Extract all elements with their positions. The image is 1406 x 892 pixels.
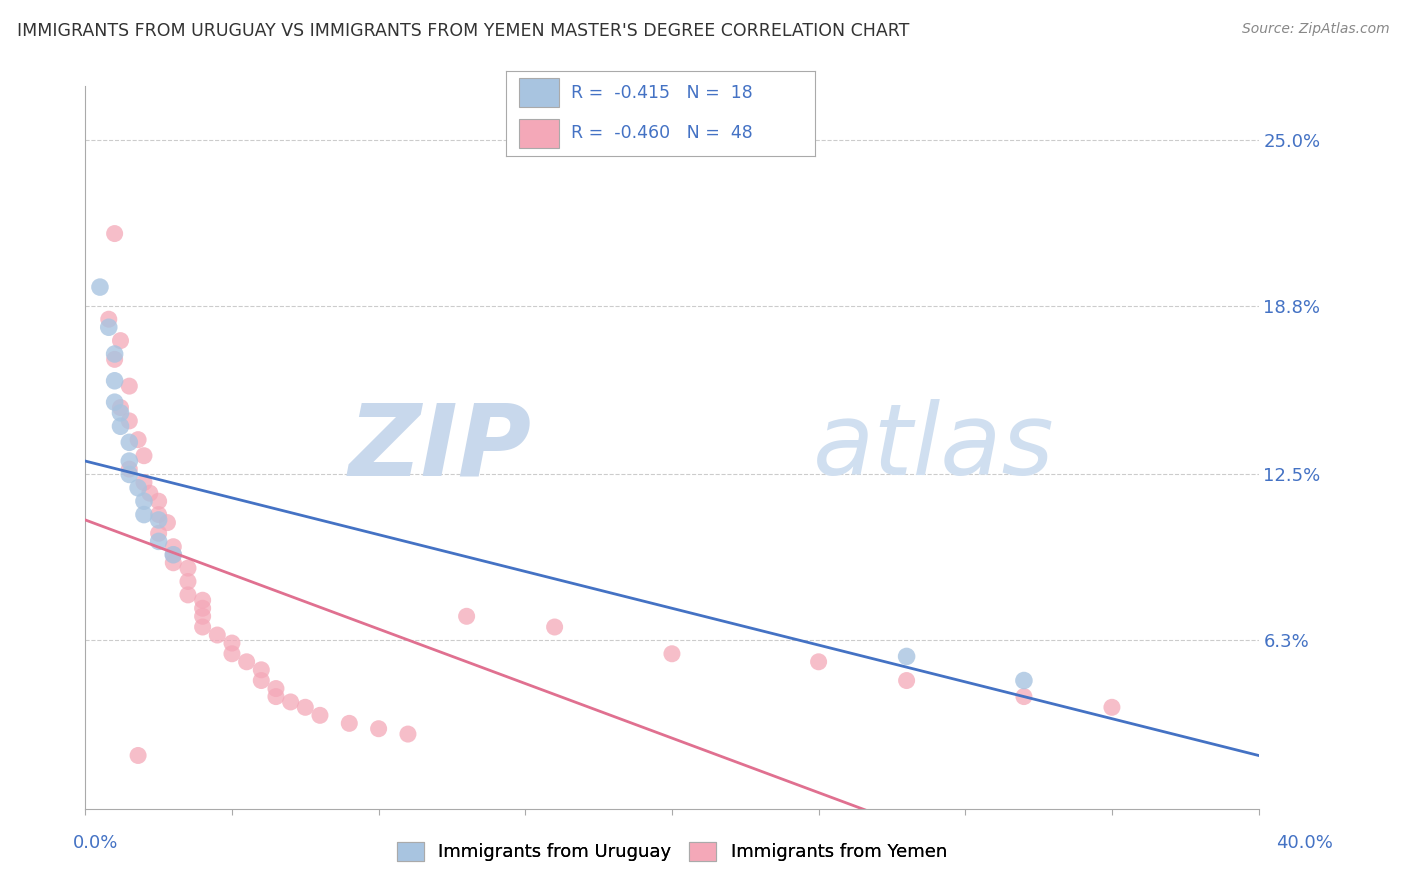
Point bbox=[294, 700, 316, 714]
Point bbox=[110, 401, 132, 415]
Point bbox=[132, 449, 155, 463]
Text: Source: ZipAtlas.com: Source: ZipAtlas.com bbox=[1241, 22, 1389, 37]
Point bbox=[132, 508, 155, 522]
Point bbox=[207, 628, 229, 642]
Point bbox=[367, 722, 389, 736]
Legend: Immigrants from Uruguay, Immigrants from Yemen: Immigrants from Uruguay, Immigrants from… bbox=[396, 842, 948, 862]
Point bbox=[177, 574, 200, 589]
Point bbox=[132, 475, 155, 490]
Text: ZIP: ZIP bbox=[349, 400, 531, 496]
Point bbox=[191, 593, 214, 607]
Point bbox=[162, 540, 184, 554]
Point bbox=[118, 435, 141, 450]
Point bbox=[97, 320, 120, 334]
Point bbox=[89, 280, 111, 294]
Text: 0.0%: 0.0% bbox=[73, 834, 118, 852]
Point bbox=[104, 347, 127, 361]
Point bbox=[337, 716, 360, 731]
Point bbox=[191, 601, 214, 615]
Point bbox=[396, 727, 419, 741]
Point bbox=[127, 748, 149, 763]
Point bbox=[104, 227, 127, 241]
Point bbox=[148, 494, 170, 508]
Point bbox=[896, 649, 918, 664]
Point bbox=[280, 695, 302, 709]
Point bbox=[191, 620, 214, 634]
Point bbox=[661, 647, 683, 661]
Point bbox=[148, 513, 170, 527]
Point bbox=[148, 508, 170, 522]
Point bbox=[148, 526, 170, 541]
Point bbox=[104, 395, 127, 409]
Point bbox=[118, 462, 141, 476]
Point bbox=[127, 481, 149, 495]
Point bbox=[104, 352, 127, 367]
Point bbox=[156, 516, 179, 530]
Point bbox=[235, 655, 257, 669]
Point bbox=[177, 588, 200, 602]
Point bbox=[309, 708, 332, 723]
Point bbox=[264, 681, 287, 696]
Point bbox=[118, 414, 141, 428]
Point bbox=[104, 374, 127, 388]
Text: R =  -0.460   N =  48: R = -0.460 N = 48 bbox=[571, 124, 752, 142]
Point bbox=[1012, 690, 1035, 704]
Point bbox=[118, 379, 141, 393]
Point bbox=[807, 655, 830, 669]
Point bbox=[118, 454, 141, 468]
Point bbox=[191, 609, 214, 624]
Point bbox=[162, 548, 184, 562]
Point bbox=[148, 534, 170, 549]
Point bbox=[132, 494, 155, 508]
Point bbox=[221, 636, 243, 650]
Text: IMMIGRANTS FROM URUGUAY VS IMMIGRANTS FROM YEMEN MASTER'S DEGREE CORRELATION CHA: IMMIGRANTS FROM URUGUAY VS IMMIGRANTS FR… bbox=[17, 22, 910, 40]
Text: atlas: atlas bbox=[813, 400, 1054, 496]
Point bbox=[264, 690, 287, 704]
Point bbox=[110, 419, 132, 434]
Point bbox=[543, 620, 565, 634]
Point bbox=[250, 673, 273, 688]
Point bbox=[250, 663, 273, 677]
Point bbox=[177, 561, 200, 575]
Point bbox=[456, 609, 478, 624]
FancyBboxPatch shape bbox=[519, 119, 558, 147]
Point bbox=[162, 556, 184, 570]
Point bbox=[221, 647, 243, 661]
Point bbox=[110, 334, 132, 348]
Text: 40.0%: 40.0% bbox=[1277, 834, 1333, 852]
Point bbox=[118, 467, 141, 482]
Point bbox=[139, 486, 162, 500]
Point bbox=[127, 433, 149, 447]
Point bbox=[97, 312, 120, 326]
Point bbox=[162, 548, 184, 562]
Point bbox=[1101, 700, 1123, 714]
Point bbox=[110, 406, 132, 420]
FancyBboxPatch shape bbox=[519, 78, 558, 107]
Text: R =  -0.415   N =  18: R = -0.415 N = 18 bbox=[571, 84, 752, 102]
Point bbox=[896, 673, 918, 688]
Point bbox=[1012, 673, 1035, 688]
